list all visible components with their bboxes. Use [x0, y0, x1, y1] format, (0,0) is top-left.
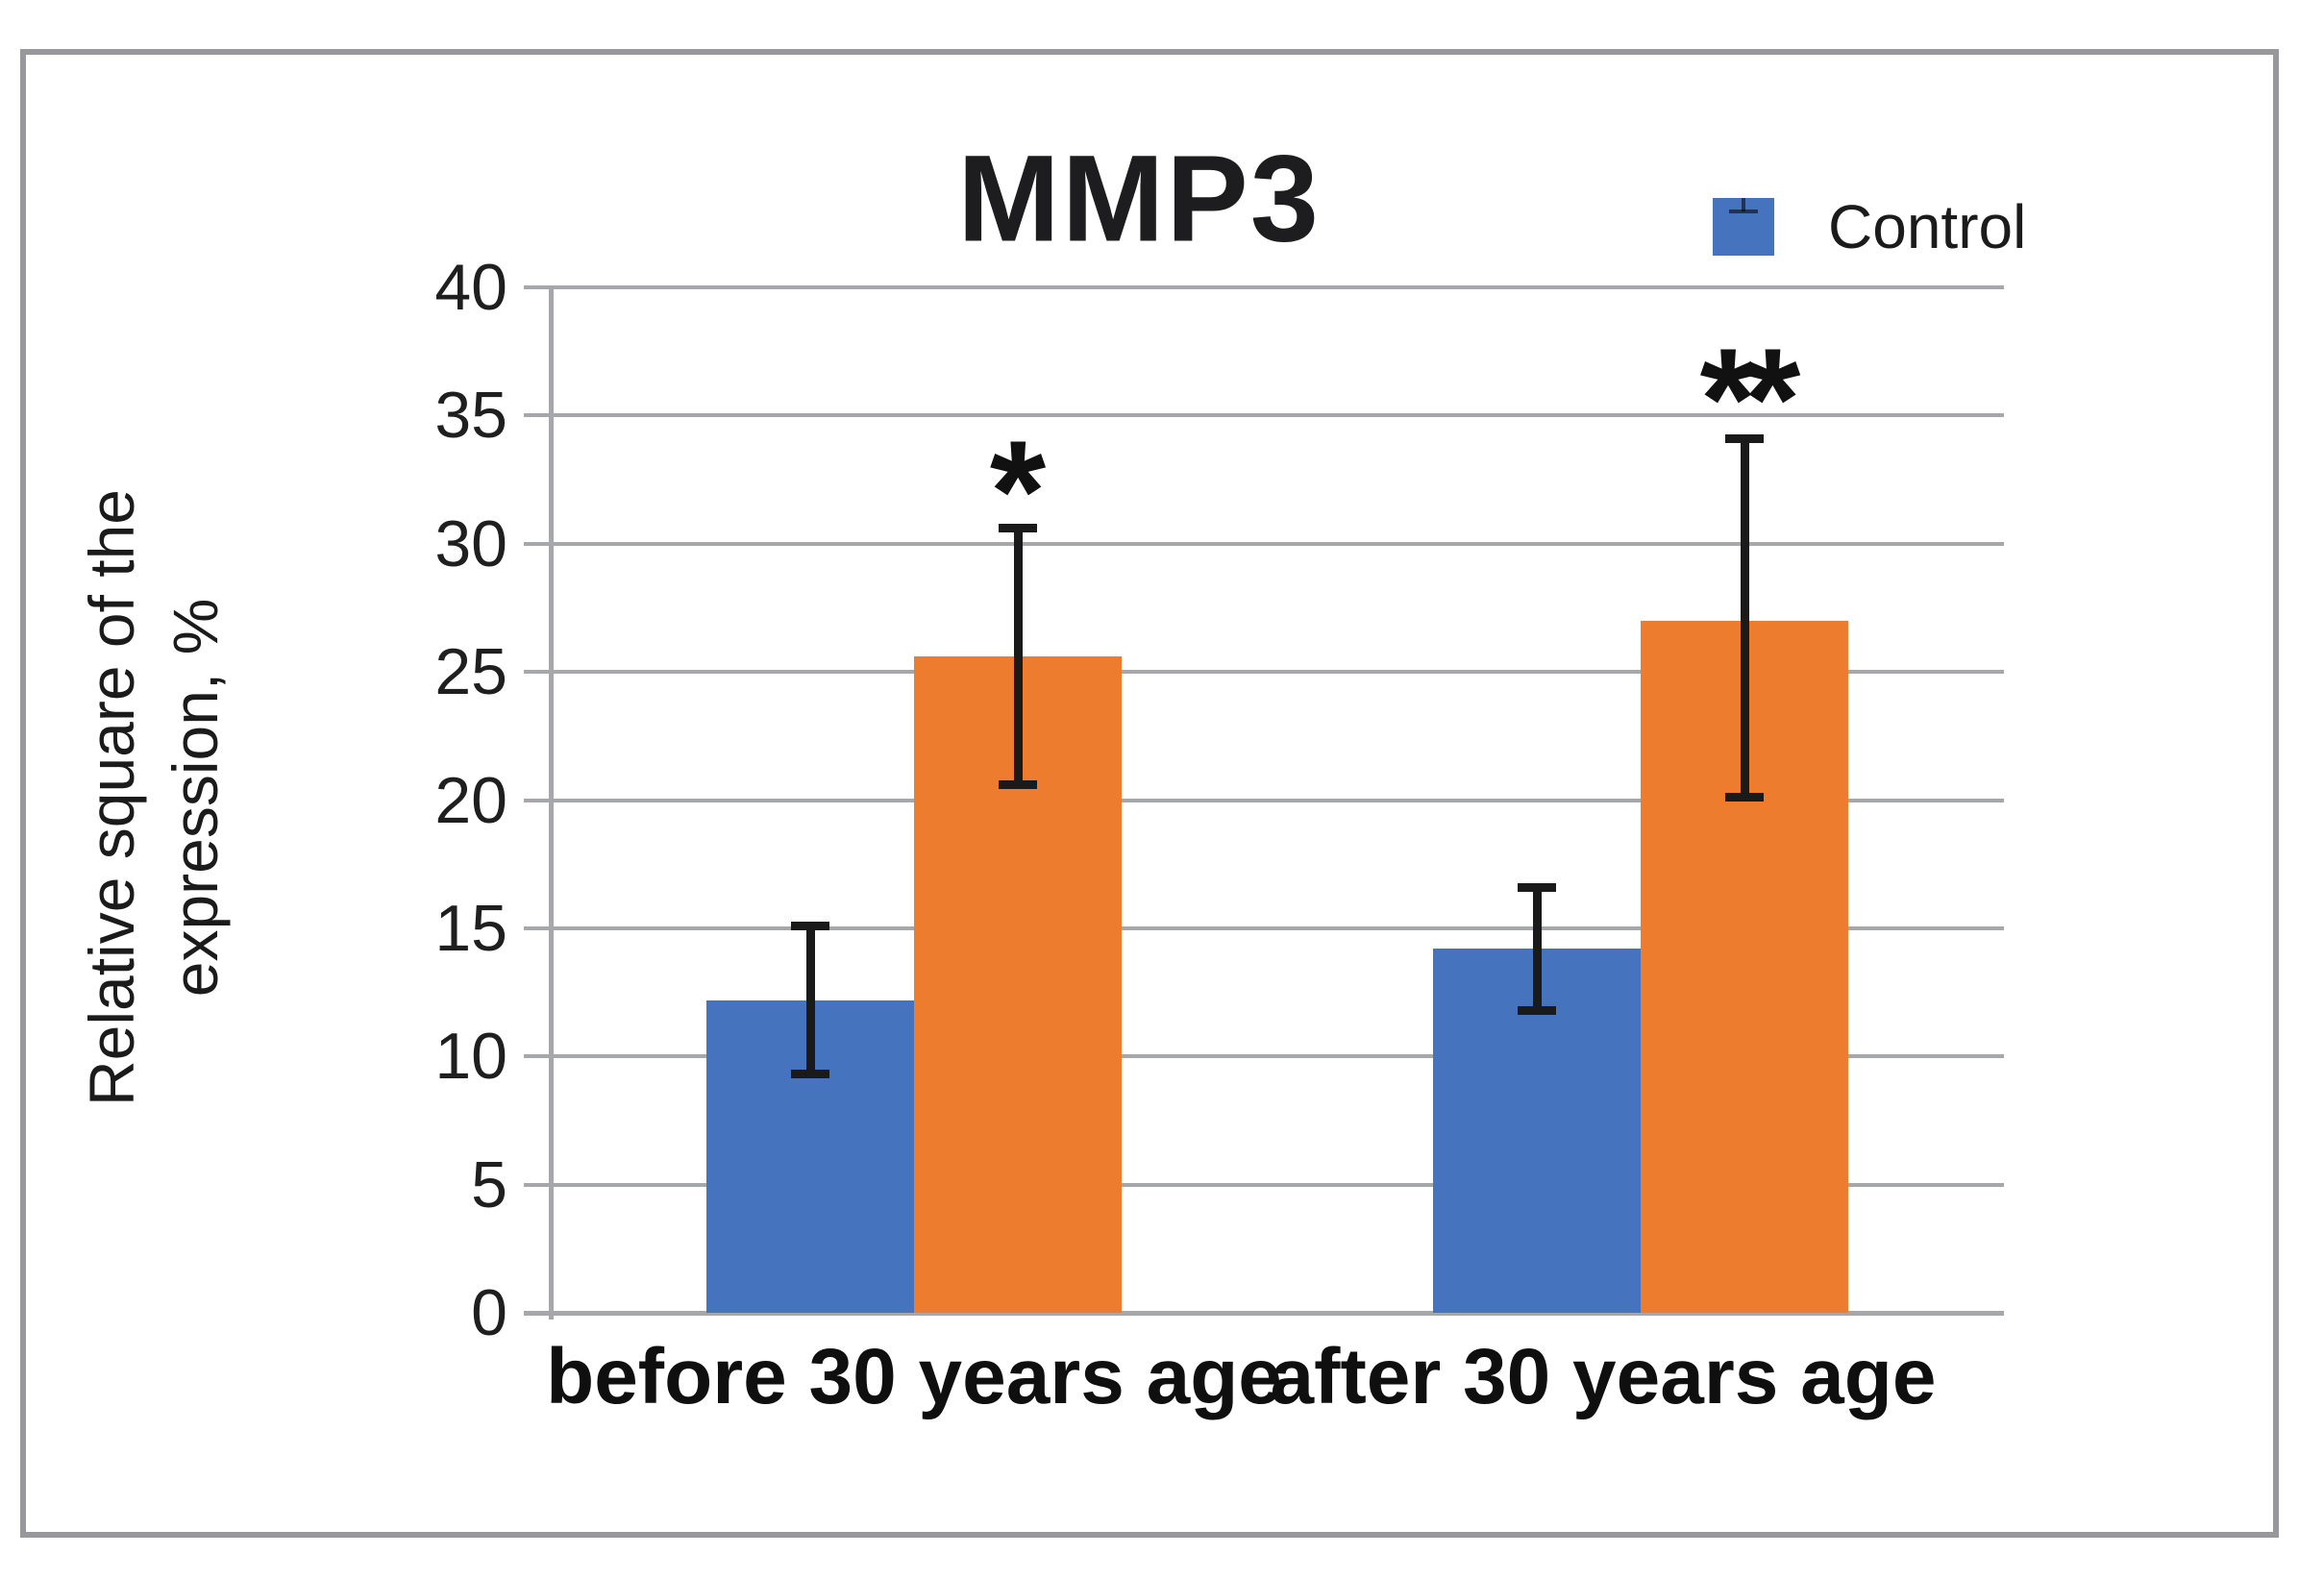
significance-asterisk: * [989, 409, 1047, 572]
y-tick-label: 15 [434, 891, 507, 965]
y-axis-title-line-1: Relative square of the [75, 488, 147, 1107]
gridline [524, 798, 2004, 802]
y-tick-label: 35 [434, 379, 507, 453]
error-bar-cap [791, 1070, 829, 1079]
error-bar [805, 925, 815, 1074]
gridline [524, 413, 2004, 418]
y-tick-label: 30 [434, 506, 507, 580]
x-axis-line [524, 1311, 2004, 1316]
error-bar-cap [1518, 1005, 1556, 1015]
x-category-label: before 30 years age [546, 1333, 1282, 1420]
error-bar-cap [1725, 793, 1764, 802]
x-category-label: after 30 years age [1270, 1333, 1937, 1420]
y-axis-title-line-2: expression, % [160, 598, 231, 998]
error-bar [1013, 528, 1023, 785]
gridline [524, 541, 2004, 546]
error-bar [1740, 438, 1749, 798]
legend-label-control: Control [1828, 192, 2027, 261]
error-bar-cap [999, 524, 1037, 533]
gridline [524, 285, 2004, 289]
gridline [524, 1054, 2004, 1059]
y-tick-label: 20 [434, 763, 507, 837]
error-bar-cap [1725, 433, 1764, 443]
error-bar-cap [791, 921, 829, 930]
error-bar-cap [999, 779, 1037, 789]
legend-error-bar-mark-icon [1729, 210, 1758, 213]
y-tick-label: 25 [434, 635, 507, 709]
legend-swatch-control [1713, 198, 1774, 256]
gridline [524, 925, 2004, 930]
chart-title: MMP3 [957, 130, 1321, 268]
gridline [524, 670, 2004, 675]
figure-border [20, 49, 2279, 1538]
gridline [524, 1182, 2004, 1187]
legend-error-bar-mark-icon [1742, 198, 1745, 211]
y-tick-label: 5 [471, 1147, 507, 1221]
error-bar-cap [1518, 882, 1556, 892]
y-tick-label: 0 [471, 1276, 507, 1349]
y-tick-label: 10 [434, 1020, 507, 1094]
y-tick-label: 40 [434, 251, 507, 324]
significance-asterisk: ** [1699, 317, 1801, 480]
y-axis-title: Relative square of the expression, % [70, 489, 237, 1106]
y-axis-line [549, 285, 554, 1320]
error-bar [1532, 887, 1542, 1011]
